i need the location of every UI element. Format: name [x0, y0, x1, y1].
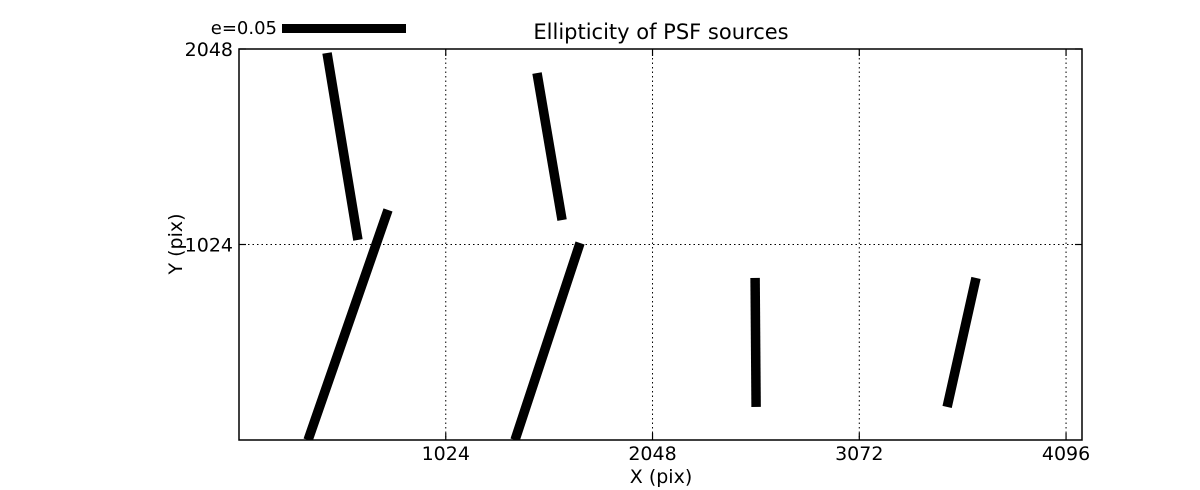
- x-tick-label: 4096: [1042, 443, 1090, 465]
- chart-title: Ellipticity of PSF sources: [533, 20, 788, 44]
- ellipticity-whisker: [303, 208, 393, 440]
- y-tick-labels: 1024 2048: [185, 39, 233, 257]
- x-tick-label: 1024: [422, 443, 470, 465]
- y-axis-label: Y (pix): [165, 213, 187, 275]
- x-tick-label: 3072: [835, 443, 883, 465]
- tick-marks: [239, 48, 1082, 440]
- ellipticity-whisker: [750, 277, 761, 408]
- legend-label: e=0.05: [211, 18, 277, 39]
- legend-scale-bar: [282, 24, 406, 33]
- x-tick-labels: 1024 2048 3072 4096: [422, 443, 1091, 465]
- ellipticity-whisker: [532, 72, 567, 221]
- x-tick-label: 2048: [628, 443, 676, 465]
- ellipticity-segments: [303, 52, 981, 440]
- y-tick-label: 1024: [185, 235, 233, 257]
- x-axis-label: X (pix): [630, 466, 692, 488]
- ellipticity-whisker: [510, 241, 585, 440]
- y-tick-label: 2048: [185, 39, 233, 61]
- ellipticity-whisker: [942, 276, 981, 409]
- ellipticity-whisker: [322, 52, 363, 241]
